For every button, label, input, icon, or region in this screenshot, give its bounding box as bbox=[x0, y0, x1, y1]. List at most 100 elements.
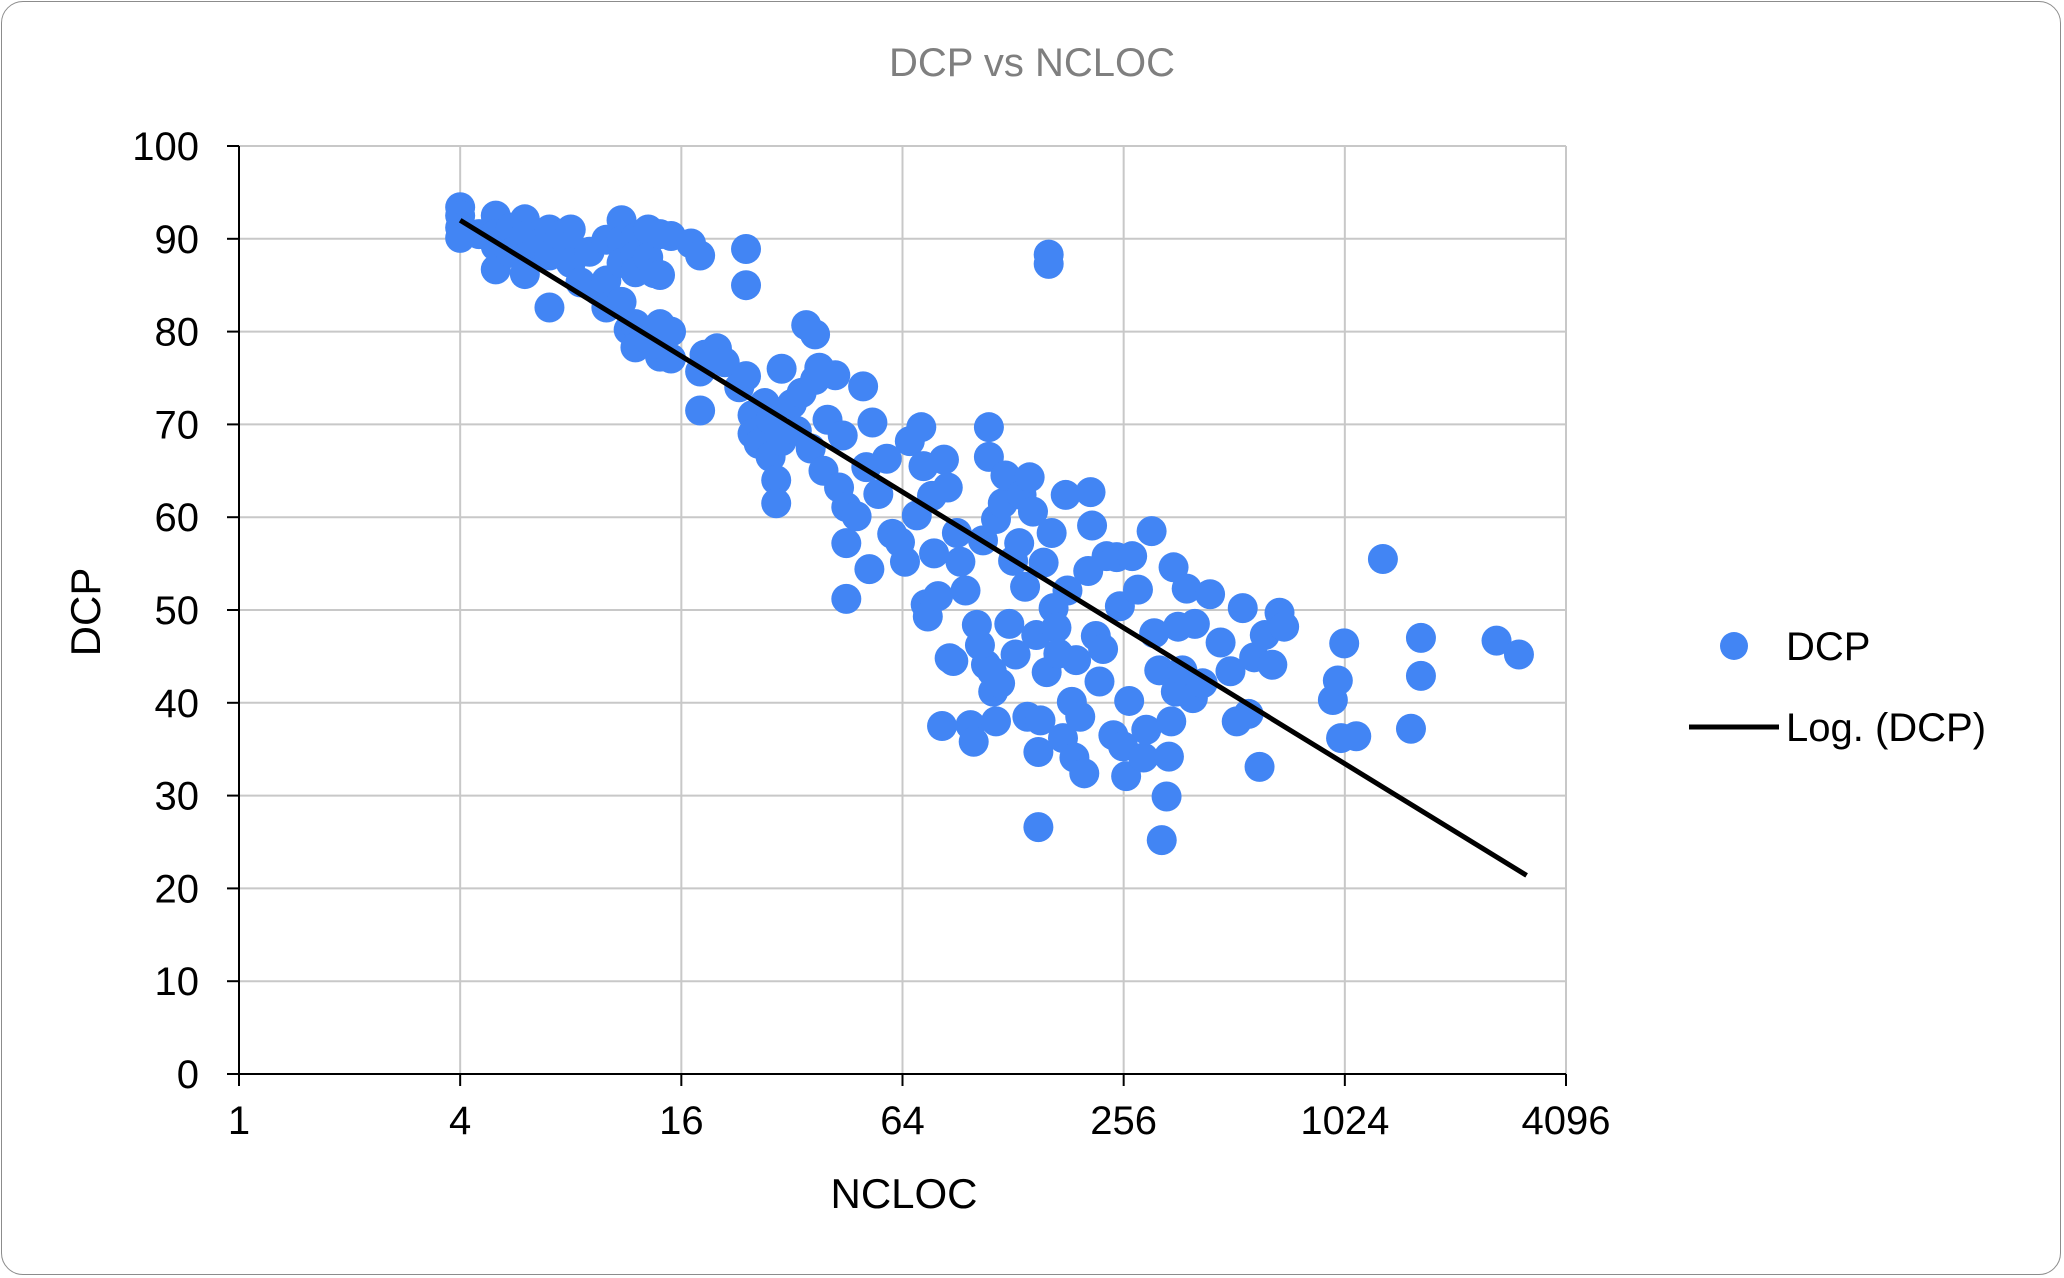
data-point bbox=[1061, 645, 1092, 676]
data-point bbox=[1014, 462, 1045, 493]
data-point bbox=[656, 316, 687, 347]
data-point bbox=[871, 443, 902, 474]
chart-title: DCP vs NCLOC bbox=[889, 41, 1175, 85]
data-point bbox=[1075, 477, 1106, 508]
data-point bbox=[1077, 510, 1108, 541]
data-point bbox=[1341, 721, 1372, 752]
data-point bbox=[863, 479, 894, 509]
data-point bbox=[534, 292, 565, 323]
data-point bbox=[766, 353, 797, 384]
data-point bbox=[685, 395, 716, 426]
data-point bbox=[761, 465, 792, 496]
data-point bbox=[973, 412, 1004, 443]
data-point bbox=[950, 575, 981, 606]
x-tick-label: 256 bbox=[1090, 1099, 1157, 1143]
y-tick-label: 90 bbox=[155, 218, 200, 262]
data-point bbox=[1146, 825, 1177, 856]
data-point bbox=[831, 528, 862, 559]
data-point bbox=[1023, 812, 1054, 843]
data-point bbox=[985, 668, 1016, 699]
data-point bbox=[1028, 547, 1059, 578]
data-point bbox=[1153, 741, 1184, 772]
legend-label-trend: Log. (DCP) bbox=[1786, 706, 1986, 750]
data-point bbox=[1405, 622, 1436, 653]
y-tick-label: 50 bbox=[155, 589, 200, 633]
data-point bbox=[1000, 639, 1031, 670]
data-point bbox=[1244, 751, 1275, 782]
data-point bbox=[932, 472, 963, 503]
data-point bbox=[1257, 649, 1288, 680]
trendline-layer bbox=[458, 218, 1528, 878]
data-point bbox=[1205, 627, 1236, 658]
data-point bbox=[606, 286, 637, 317]
data-point bbox=[906, 412, 937, 443]
data-point bbox=[928, 444, 959, 475]
data-point bbox=[1122, 574, 1153, 605]
data-point bbox=[645, 259, 676, 290]
data-point bbox=[1136, 516, 1167, 547]
data-point bbox=[1114, 685, 1145, 716]
data-point bbox=[831, 583, 862, 614]
data-point bbox=[1156, 706, 1187, 737]
data-point bbox=[1088, 633, 1119, 664]
x-tick-label: 1024 bbox=[1300, 1099, 1389, 1143]
data-point bbox=[923, 581, 954, 612]
data-point bbox=[1041, 612, 1072, 643]
y-tick-label: 0 bbox=[177, 1053, 199, 1097]
data-point bbox=[820, 360, 851, 391]
y-tick-label: 70 bbox=[155, 403, 200, 447]
data-point bbox=[1144, 655, 1175, 686]
data-point bbox=[1128, 742, 1159, 773]
y-axis-label: DCP bbox=[62, 568, 109, 657]
data-point bbox=[827, 420, 858, 451]
data-point bbox=[1117, 541, 1148, 572]
data-point bbox=[927, 711, 958, 741]
data-point bbox=[1269, 611, 1300, 642]
data-points bbox=[445, 192, 1534, 856]
y-tick-label: 60 bbox=[155, 496, 200, 540]
data-point bbox=[857, 407, 888, 438]
data-point bbox=[941, 517, 972, 548]
trendline bbox=[458, 218, 1528, 878]
data-point bbox=[1481, 625, 1512, 656]
data-point bbox=[1131, 714, 1162, 745]
data-point bbox=[854, 554, 885, 585]
data-point bbox=[848, 371, 879, 402]
data-point bbox=[1367, 543, 1398, 574]
data-point bbox=[709, 347, 740, 378]
x-tick-label: 4096 bbox=[1522, 1099, 1611, 1143]
data-point bbox=[1017, 496, 1048, 527]
data-point bbox=[994, 608, 1025, 639]
data-point bbox=[656, 343, 687, 374]
data-point bbox=[731, 361, 762, 392]
data-point bbox=[980, 706, 1011, 737]
y-tick-label: 30 bbox=[155, 775, 200, 819]
data-point bbox=[841, 501, 872, 532]
data-point bbox=[1084, 666, 1115, 697]
data-point bbox=[1405, 660, 1436, 691]
grid-layer bbox=[239, 145, 1567, 1074]
x-tick-label: 1 bbox=[228, 1099, 250, 1143]
data-point bbox=[945, 546, 976, 577]
data-point bbox=[1025, 705, 1056, 736]
data-point bbox=[1187, 668, 1218, 699]
legend-label-dcp: DCP bbox=[1786, 625, 1870, 669]
legend: DCP Log. (DCP) bbox=[1689, 625, 1986, 750]
data-point bbox=[919, 538, 950, 569]
data-point bbox=[958, 726, 989, 757]
y-tick-label: 100 bbox=[132, 125, 199, 169]
x-axis-label: NCLOC bbox=[830, 1170, 977, 1217]
y-tick-label: 40 bbox=[155, 682, 200, 726]
data-point bbox=[1010, 571, 1041, 602]
data-point bbox=[1151, 781, 1182, 812]
data-point bbox=[1195, 579, 1226, 610]
data-point bbox=[1050, 479, 1081, 510]
data-point bbox=[731, 234, 762, 265]
data-point bbox=[685, 240, 716, 271]
legend-marker-dcp bbox=[1720, 632, 1748, 660]
data-point bbox=[1395, 713, 1426, 744]
data-point bbox=[1069, 758, 1100, 789]
x-tick-label: 16 bbox=[659, 1099, 704, 1143]
data-point bbox=[1503, 639, 1534, 670]
